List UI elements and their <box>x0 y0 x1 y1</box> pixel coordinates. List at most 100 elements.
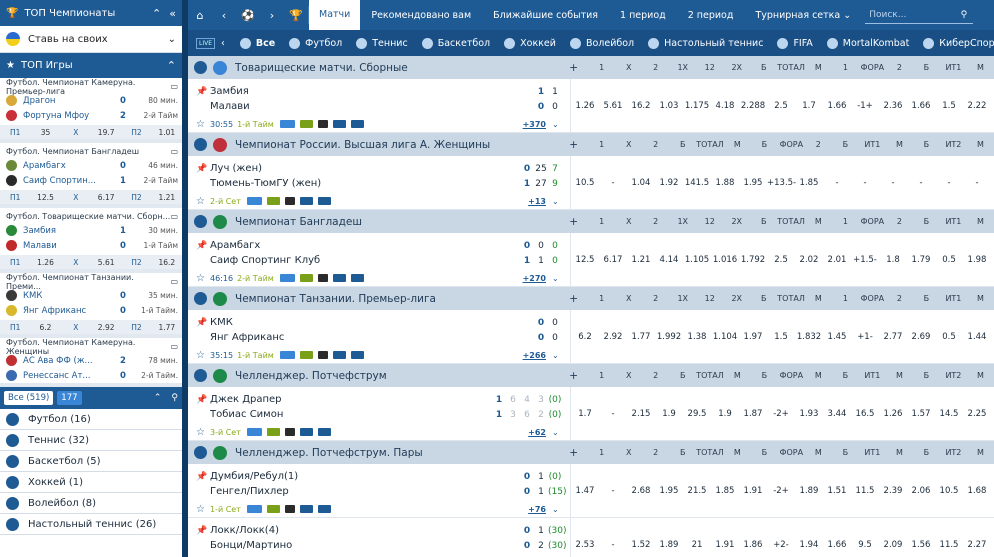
odds-value[interactable]: 1.89 <box>659 539 679 550</box>
odds-value[interactable]: 6.2 <box>39 322 52 332</box>
live-badge[interactable]: LIVE <box>196 37 216 49</box>
odds-value[interactable]: +1.5- <box>853 254 877 265</box>
monitor-icon[interactable]: ▭ <box>170 82 178 91</box>
odds-value[interactable]: 2.68 <box>631 485 651 496</box>
sport-tab[interactable]: FIFA <box>770 37 819 49</box>
odds-value[interactable]: 1.88 <box>715 177 735 188</box>
team-name[interactable]: Локк/Локк(4) <box>210 525 279 536</box>
league-name[interactable]: Чемпионат Танзании. Премьер-лига <box>235 292 436 305</box>
favorite-star-icon[interactable]: ☆ <box>196 503 205 515</box>
tab-live-sports[interactable]: 177 <box>57 391 82 405</box>
team-name[interactable]: Янг Африканс <box>210 332 285 343</box>
stats-icon[interactable] <box>284 505 295 513</box>
odds-value[interactable]: - <box>611 539 615 550</box>
table-icon[interactable] <box>299 428 313 436</box>
odds-value[interactable]: - <box>919 177 923 188</box>
odds-value[interactable]: - <box>835 177 839 188</box>
odds-value[interactable]: 1.26 <box>37 257 54 267</box>
more-markets-link[interactable]: +13 <box>528 196 546 206</box>
odds-value[interactable]: 12.5 <box>575 254 595 265</box>
sport-item[interactable]: Футбол (16) <box>0 409 182 430</box>
top-game-card[interactable]: Футбол. Чемпионат Камеруна. Премьер-лига… <box>0 78 182 143</box>
nav-tab[interactable]: Матчи <box>309 0 361 30</box>
odds-value[interactable]: 9.5 <box>858 539 872 550</box>
team-name[interactable]: Саиф Спортинг Клуб <box>210 255 321 266</box>
sport-item[interactable]: Теннис (32) <box>0 430 182 451</box>
chevron-down-icon[interactable]: ⌄ <box>552 119 559 129</box>
match-row[interactable]: 📌 Арамбагх 0 0 0 Саиф Спортинг Клуб 1 1 0 ☆ 46:16 2… <box>188 233 994 287</box>
field-icon[interactable] <box>266 505 280 513</box>
league-header[interactable]: Чемпионат Бангладеш +1 Х 2 1Х 12 2Х Б ТОТАЛ М 1 ФОР… <box>188 210 994 233</box>
monitor-icon[interactable]: ▭ <box>170 212 178 221</box>
odds-value[interactable]: 1.86 <box>743 539 763 550</box>
search-icon[interactable]: ⚲ <box>171 393 178 403</box>
odds-value[interactable]: 2.69 <box>911 331 931 342</box>
favorite-star-icon[interactable]: ☆ <box>196 349 205 361</box>
top-game-card[interactable]: Футбол. Чемпионат Бангладеш ▭ Арамбагх 0 46 … <box>0 143 182 208</box>
odds-value[interactable]: 1.105 <box>684 254 710 265</box>
league-name[interactable]: Чемпионат России. Высшая лига А. Женщины <box>235 138 491 151</box>
odds-value[interactable]: - <box>611 177 615 188</box>
cup-icon[interactable]: 🏆 <box>289 8 303 22</box>
team-name[interactable]: АС Ава ФФ (ж... <box>23 355 93 366</box>
odds-value[interactable]: 10.5 <box>939 485 959 496</box>
more-markets-link[interactable]: +62 <box>528 427 546 437</box>
sport-tab[interactable]: Волейбол <box>563 37 641 49</box>
pin-icon[interactable]: 📌 <box>196 317 208 328</box>
odds-value[interactable]: 2.92 <box>603 331 623 342</box>
odds-value[interactable]: 1.85 <box>799 177 819 188</box>
odds-value[interactable]: 10.5 <box>575 177 595 188</box>
team-name[interactable]: Ренессанс Ат... <box>23 370 91 381</box>
top-championships-header[interactable]: 🏆 ТОП Чемпионаты ⌃ « <box>0 0 182 26</box>
chevron-down-icon[interactable]: ⌄ <box>167 33 176 45</box>
chart-icon[interactable] <box>317 505 331 513</box>
odds-value[interactable]: 11.5 <box>939 539 959 550</box>
odds-value[interactable]: 6.2 <box>578 331 592 342</box>
live-stream-icon[interactable] <box>279 120 295 128</box>
match-row[interactable]: 📌 Думбия/Ребул(1) 0 1 (0) Генгел/Пихлер 0 1 (15)… <box>188 464 994 518</box>
chevron-down-icon[interactable]: ⌄ <box>552 350 559 360</box>
table-icon[interactable] <box>332 120 346 128</box>
top-games-header[interactable]: ★ ТОП Игры ⌃ <box>0 53 182 78</box>
odds-value[interactable]: 3.44 <box>827 408 847 419</box>
pin-icon[interactable]: 📌 <box>196 86 208 97</box>
odds-value[interactable]: 2.92 <box>97 322 115 332</box>
team-name[interactable]: Малави <box>210 101 250 112</box>
odds-value[interactable]: 1.51 <box>827 485 847 496</box>
chevron-right-icon[interactable]: › <box>269 8 275 22</box>
odds-value[interactable]: 2.39 <box>883 485 903 496</box>
favorite-star-icon[interactable]: ☆ <box>196 195 205 207</box>
odds-value[interactable]: 2.5 <box>774 254 788 265</box>
chart-icon[interactable] <box>350 120 364 128</box>
odds-value[interactable]: 11.5 <box>855 485 875 496</box>
sport-item[interactable]: Волейбол (8) <box>0 493 182 514</box>
odds-value[interactable]: -2+ <box>773 485 789 496</box>
team-name[interactable]: Луч (жен) <box>210 163 263 174</box>
live-stream-icon[interactable] <box>246 428 262 436</box>
expand-plus-icon[interactable]: + <box>569 446 579 459</box>
odds-value[interactable]: 1.21 <box>158 192 176 202</box>
odds-value[interactable]: 1.56 <box>911 539 931 550</box>
expand-plus-icon[interactable]: + <box>569 61 579 74</box>
team-name[interactable]: Арамбагх <box>210 240 261 251</box>
pin-icon[interactable]: 📌 <box>196 525 208 536</box>
field-icon[interactable] <box>266 428 280 436</box>
odds-value[interactable]: 1.04 <box>631 177 651 188</box>
odds-value[interactable]: 4.14 <box>659 254 679 265</box>
team-name[interactable]: Янг Африканс <box>23 305 87 316</box>
odds-value[interactable]: - <box>611 485 615 496</box>
live-stream-icon[interactable] <box>279 351 295 359</box>
sport-item[interactable]: Хоккей (1) <box>0 472 182 493</box>
odds-value[interactable]: - <box>863 177 867 188</box>
favorite-star-icon[interactable]: ☆ <box>196 426 205 438</box>
odds-value[interactable]: 1.792 <box>740 254 766 265</box>
odds-value[interactable]: 1.45 <box>827 331 847 342</box>
nav-tab[interactable]: Рекомендовано вам <box>371 9 472 21</box>
odds-value[interactable]: 19.7 <box>97 127 115 137</box>
more-markets-link[interactable]: +76 <box>528 504 546 514</box>
match-row[interactable]: 📌 Замбия 1 1 Малави 0 0 ☆ 30:55 1-й Тайм +370 ⌄ 1.26… <box>188 79 994 133</box>
odds-value[interactable]: 1.9 <box>718 408 732 419</box>
more-markets-link[interactable]: +270 <box>522 273 546 283</box>
field-icon[interactable] <box>299 120 313 128</box>
league-header[interactable]: Чемпионат Танзании. Премьер-лига +1 Х 2 1Х 12… <box>188 287 994 310</box>
